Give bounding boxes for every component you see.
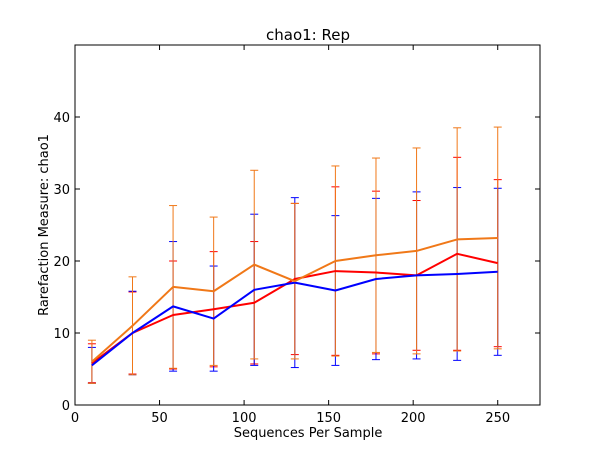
plot-area: 0 50 100 150 200 250 0 10 20 30 40 bbox=[53, 44, 541, 426]
chart-title: chao1: Rep bbox=[266, 26, 350, 44]
x-tick-label-150: 150 bbox=[316, 411, 341, 426]
x-tick-label-50: 50 bbox=[151, 411, 168, 426]
y-tick-label-30: 30 bbox=[53, 183, 70, 198]
x-axis-label: Sequences Per Sample bbox=[234, 426, 383, 441]
series-line-2 bbox=[91, 270, 498, 367]
x-tick-label-250: 250 bbox=[485, 411, 510, 426]
series-line-3 bbox=[91, 236, 498, 363]
series-line-1 bbox=[91, 252, 498, 365]
y-tick-label-20: 20 bbox=[53, 255, 70, 270]
y-tick-label-10: 10 bbox=[53, 327, 70, 342]
x-tick-label-100: 100 bbox=[232, 411, 257, 426]
plot-frame bbox=[74, 44, 541, 406]
x-tick-label-0: 0 bbox=[71, 411, 79, 426]
y-axis-label: Rarefaction Measure: chao1 bbox=[37, 134, 52, 316]
x-tick-label-200: 200 bbox=[401, 411, 426, 426]
y-tick-label-40: 40 bbox=[53, 111, 70, 126]
y-tick-label-0: 0 bbox=[62, 399, 70, 414]
